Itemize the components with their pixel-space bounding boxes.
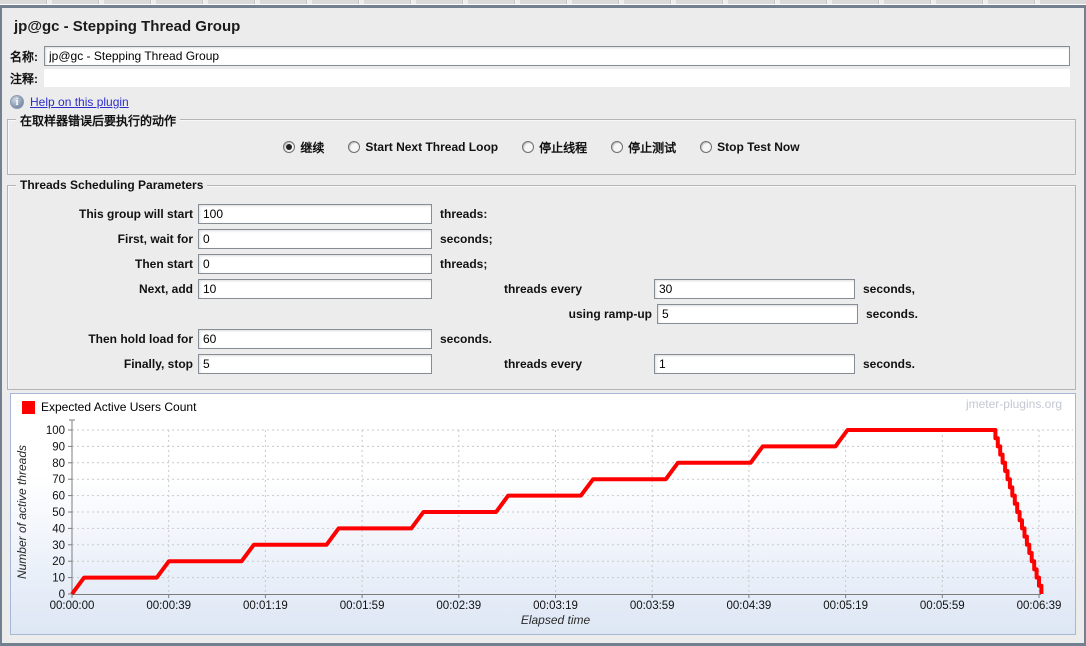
scheduling-row-stop-users: Finally, stop threads every seconds.	[8, 353, 1075, 374]
radio-button-icon[interactable]	[348, 141, 361, 153]
svg-text:10: 10	[52, 573, 65, 585]
ramp-up-input-2[interactable]	[657, 303, 858, 324]
radio-label: 停止线程	[539, 140, 588, 155]
chart-legend: Expected Active Users Count	[22, 400, 196, 414]
svg-text:Number of active threads: Number of active threads	[15, 445, 29, 579]
radio-option-start-next-thread-loop[interactable]: Start Next Thread Loop	[348, 140, 498, 154]
radio-button-icon[interactable]	[522, 141, 535, 153]
field-label: This group will start	[78, 206, 193, 221]
preview-chart-panel: Expected Active Users Count jmeter-plugi…	[10, 393, 1076, 635]
radio-label: 停止测试	[628, 140, 677, 155]
stepping-preview-chart: 0 10 20 30 40 50 60 70 80 90 100 00:00:00 00:00:39 00…	[15, 419, 1073, 627]
increment-users-input-2[interactable]	[654, 278, 855, 299]
name-label: 名称:	[10, 49, 38, 64]
legend-label: Expected Active Users Count	[41, 400, 197, 414]
stop-users-input[interactable]	[198, 353, 432, 374]
svg-text:00:01:59: 00:01:59	[340, 600, 385, 612]
svg-text:90: 90	[52, 441, 65, 453]
field-suffix: threads;	[440, 256, 488, 271]
initial-delay-input[interactable]	[198, 228, 432, 249]
watermark-text: jmeter-plugins.org	[965, 397, 1062, 411]
svg-text:40: 40	[52, 523, 65, 535]
field-label: Next, add	[138, 281, 193, 296]
svg-text:70: 70	[52, 474, 65, 486]
scheduling-group: Threads Scheduling Parameters This group…	[7, 178, 1076, 390]
toolbar-strip[interactable]	[0, 0, 1086, 5]
radio-label: Start Next Thread Loop	[365, 140, 499, 154]
scheduling-row-start-threads-count: This group will start threads:	[8, 203, 1075, 224]
svg-text:00:05:19: 00:05:19	[823, 600, 868, 612]
radio-option-stop-test-now[interactable]: Stop Test Now	[700, 140, 800, 154]
svg-text:30: 30	[52, 540, 65, 552]
start-threads-count-input[interactable]	[198, 203, 432, 224]
name-row: 名称:	[10, 46, 1070, 66]
field-label: Finally, stop	[123, 356, 193, 371]
field-label: First, wait for	[117, 231, 193, 246]
page-title: jp@gc - Stepping Thread Group	[14, 18, 241, 35]
scheduling-rows: This group will start threads: First, wait…	[8, 203, 1075, 374]
svg-text:00:00:39: 00:00:39	[146, 600, 191, 612]
field-label: Then hold load for	[88, 331, 193, 346]
field-label: Then start	[134, 256, 193, 271]
svg-text:00:03:19: 00:03:19	[533, 600, 578, 612]
radio-option-stop-test[interactable]: 停止测试	[611, 139, 676, 156]
radio-option-continue[interactable]: 继续	[283, 139, 324, 156]
field-suffix: seconds;	[440, 231, 493, 246]
scheduling-row-increment-users: Next, add threads every seconds,	[8, 278, 1075, 299]
svg-text:60: 60	[52, 491, 65, 503]
field-suffix: seconds.	[866, 306, 919, 321]
field-suffix: seconds,	[863, 281, 916, 296]
error-action-group: 在取样器错误后要执行的动作 继续 Start Next Thread Loop 停止…	[7, 112, 1076, 175]
radio-label: Stop Test Now	[717, 140, 800, 154]
stop-users-input-2[interactable]	[654, 353, 855, 374]
svg-text:20: 20	[52, 556, 65, 568]
svg-text:00:06:39: 00:06:39	[1017, 600, 1062, 612]
comment-input[interactable]	[44, 69, 1070, 87]
scheduling-row-start-users-count: Then start threads;	[8, 253, 1075, 274]
start-users-count-input[interactable]	[198, 253, 432, 274]
svg-text:50: 50	[52, 507, 65, 519]
comment-label: 注释:	[10, 71, 38, 86]
scheduling-row-ramp-up: using ramp-up seconds.	[8, 303, 1075, 324]
svg-text:00:01:19: 00:01:19	[243, 600, 288, 612]
increment-users-input[interactable]	[198, 278, 432, 299]
radio-button-icon[interactable]	[700, 141, 713, 153]
scheduling-row-hold-load: Then hold load for seconds.	[8, 328, 1075, 349]
svg-text:00:00:00: 00:00:00	[50, 600, 95, 612]
svg-text:0: 0	[59, 589, 65, 601]
field-suffix: seconds.	[440, 331, 493, 346]
legend-color-swatch	[22, 400, 35, 414]
field-suffix: threads:	[440, 206, 488, 221]
svg-text:00:03:59: 00:03:59	[630, 600, 675, 612]
error-action-group-title: 在取样器错误后要执行的动作	[16, 112, 181, 129]
svg-text:80: 80	[52, 458, 65, 470]
svg-text:100: 100	[46, 425, 65, 437]
field-suffix: seconds.	[863, 356, 916, 371]
window-divider	[0, 5, 1086, 8]
scheduling-row-initial-delay: First, wait for seconds;	[8, 228, 1075, 249]
error-action-options: 继续 Start Next Thread Loop 停止线程 停止测试 Stop Tes…	[8, 120, 1075, 174]
radio-button-icon[interactable]	[283, 141, 296, 153]
radio-button-icon[interactable]	[611, 141, 624, 153]
help-row: Help on this plugin	[10, 95, 1084, 109]
svg-text:00:05:59: 00:05:59	[920, 600, 965, 612]
svg-text:Elapsed time: Elapsed time	[521, 613, 591, 627]
help-link[interactable]: Help on this plugin	[30, 95, 129, 109]
radio-label: 继续	[300, 140, 325, 155]
field-label: using ramp-up	[568, 306, 652, 321]
info-icon	[10, 95, 24, 109]
name-input[interactable]	[44, 46, 1070, 66]
mid-label: threads every	[503, 356, 583, 371]
mid-label: threads every	[503, 281, 583, 296]
svg-text:00:04:39: 00:04:39	[727, 600, 772, 612]
scheduling-group-title: Threads Scheduling Parameters	[16, 178, 208, 192]
radio-option-stop-thread[interactable]: 停止线程	[522, 139, 587, 156]
svg-text:00:02:39: 00:02:39	[436, 600, 481, 612]
comment-row: 注释:	[10, 69, 1070, 87]
hold-load-input[interactable]	[198, 328, 432, 349]
